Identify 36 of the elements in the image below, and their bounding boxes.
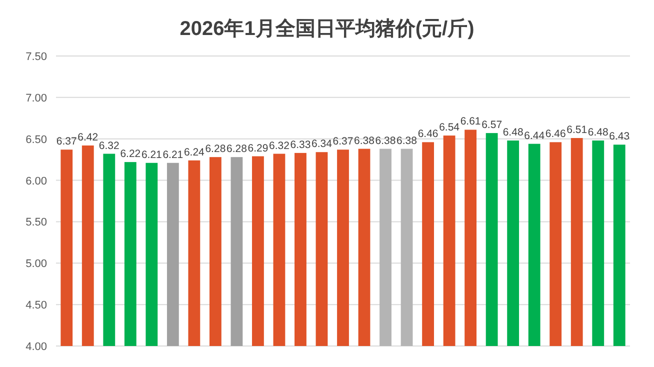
data-label: 6.44 <box>524 130 545 142</box>
chart-title: 2026年1月全国日平均猪价(元/斤) <box>180 17 474 40</box>
data-label: 6.43 <box>609 130 630 143</box>
y-tick-label: 4.00 <box>26 341 47 353</box>
y-tick-label: 6.50 <box>26 134 47 146</box>
y-tick-label: 4.50 <box>26 300 47 312</box>
data-label: 6.37 <box>56 136 78 148</box>
data-label: 6.32 <box>269 140 290 152</box>
data-label: 6.46 <box>545 128 566 140</box>
data-label: 6.38 <box>375 134 396 147</box>
data-label: 6.57 <box>482 119 502 132</box>
data-label: 6.48 <box>502 126 524 139</box>
data-label: 6.38 <box>396 134 418 147</box>
data-label: 6.42 <box>78 131 98 144</box>
data-label: 6.33 <box>290 138 311 151</box>
data-label: 6.61 <box>460 116 481 128</box>
y-tick-label: 6.00 <box>26 175 47 188</box>
data-label: 6.51 <box>566 124 588 136</box>
data-label: 6.34 <box>312 138 332 150</box>
y-tick-label: 5.50 <box>26 216 47 229</box>
data-label: 6.21 <box>162 148 184 161</box>
data-label: 6.54 <box>439 122 460 134</box>
y-tick-label: 7.00 <box>26 92 47 104</box>
data-label: 6.48 <box>588 126 608 139</box>
data-label: 6.28 <box>205 143 226 156</box>
data-label: 6.29 <box>248 142 268 154</box>
data-label: 6.24 <box>184 146 205 158</box>
y-tick-label: 7.50 <box>26 51 47 63</box>
data-label: 6.28 <box>226 143 248 156</box>
data-label: 6.37 <box>332 136 354 148</box>
data-label: 6.46 <box>418 128 438 140</box>
y-tick-label: 5.00 <box>26 258 47 270</box>
data-label: 6.38 <box>354 134 375 147</box>
data-label: 6.22 <box>120 148 141 160</box>
data-label: 6.21 <box>141 148 162 161</box>
data-label: 6.32 <box>98 140 120 152</box>
